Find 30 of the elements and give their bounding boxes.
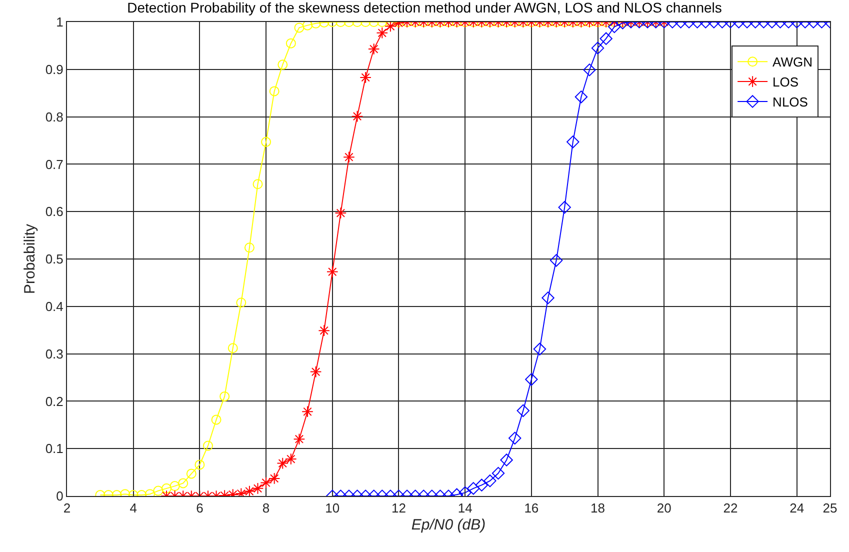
y-tick-label: 0	[56, 488, 64, 504]
legend-label: AWGN	[772, 54, 813, 70]
x-tick-label: 4	[130, 500, 137, 516]
y-tick-label: 0.2	[45, 394, 64, 409]
x-tick-label: 14	[458, 500, 472, 516]
x-tick-label: 22	[723, 500, 738, 516]
x-tick-label: 10	[325, 500, 340, 516]
x-tick-label: 8	[262, 500, 270, 516]
y-tick-label: 0.6	[45, 204, 64, 220]
x-tick-label: 16	[524, 500, 539, 516]
chart-title: Detection Probability of the skewness detection method under AWGN, LOS and NLOS channels	[127, 0, 722, 16]
y-tick-label: 0.1	[45, 441, 64, 456]
y-tick-label: 0.9	[45, 62, 64, 77]
y-tick-label: 0.4	[45, 298, 64, 314]
x-tick-label: 2	[63, 500, 71, 516]
x-tick-label: 20	[656, 500, 672, 516]
x-tick-label: 12	[392, 500, 406, 516]
x-tick-label: 24	[790, 500, 804, 516]
y-tick-label: 1	[56, 14, 64, 30]
x-tick-label: 18	[590, 500, 606, 516]
y-tick-label: 0.8	[45, 109, 64, 124]
x-tick-label: 25	[822, 500, 838, 516]
y-axis-title: Probability	[22, 223, 39, 294]
x-axis-title: Ep/N0 (dB)	[411, 516, 486, 534]
legend-label: NLOS	[772, 94, 808, 110]
x-tick-label: 6	[196, 500, 204, 516]
y-tick-label: 0.7	[45, 156, 64, 172]
y-tick-label: 0.3	[45, 346, 64, 362]
y-tick-label: 0.5	[45, 252, 64, 267]
legend-label: LOS	[772, 74, 799, 90]
